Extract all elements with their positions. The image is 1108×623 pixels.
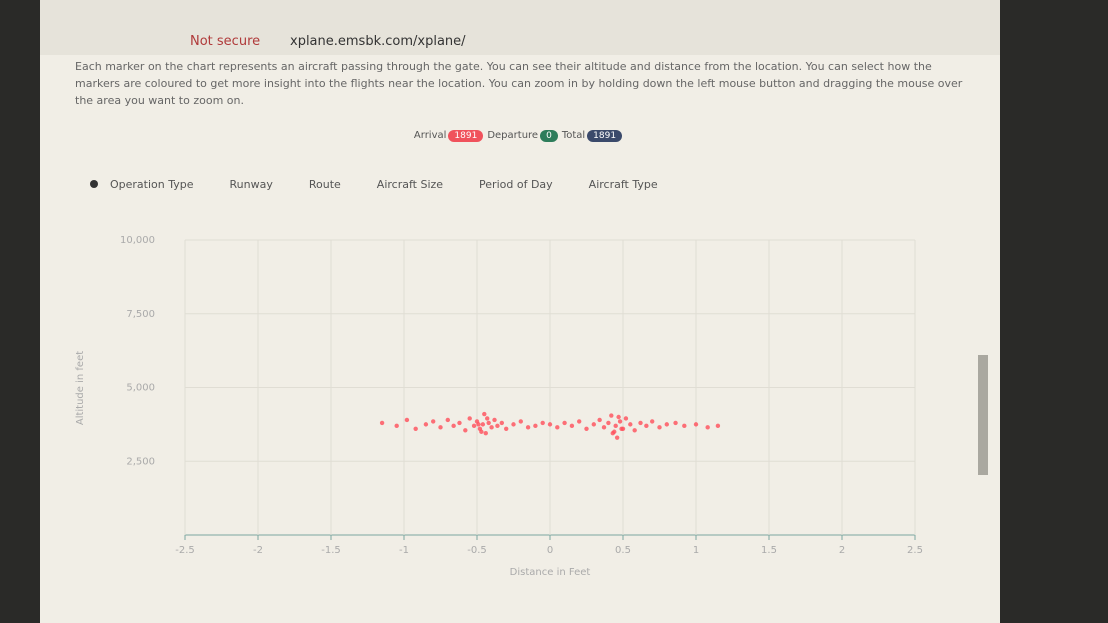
point bbox=[457, 421, 461, 425]
point bbox=[618, 419, 622, 423]
point bbox=[705, 425, 709, 429]
x-tick-label: 1 bbox=[693, 545, 699, 556]
point bbox=[479, 430, 483, 434]
point bbox=[533, 424, 537, 428]
point bbox=[616, 415, 620, 419]
point bbox=[413, 427, 417, 431]
point bbox=[694, 422, 698, 426]
point bbox=[519, 419, 523, 423]
point bbox=[405, 418, 409, 422]
point bbox=[476, 422, 480, 426]
point bbox=[492, 418, 496, 422]
point bbox=[486, 421, 490, 425]
count-badge: 1891 bbox=[448, 130, 483, 142]
point bbox=[624, 416, 628, 420]
y-axis-title: Altitude in feet bbox=[75, 351, 86, 425]
point bbox=[650, 419, 654, 423]
point bbox=[472, 424, 476, 428]
point bbox=[619, 427, 623, 431]
point bbox=[609, 413, 613, 417]
point bbox=[665, 422, 669, 426]
point bbox=[511, 422, 515, 426]
point bbox=[682, 424, 686, 428]
x-tick-label: 0.5 bbox=[615, 545, 631, 556]
x-tick-label: 0 bbox=[547, 545, 553, 556]
description: Each marker on the chart represents an a… bbox=[75, 58, 975, 109]
y-tick-label: 5,000 bbox=[126, 383, 155, 394]
point bbox=[548, 422, 552, 426]
tabs: Operation Type Runway Route Aircraft Size Pe… bbox=[90, 178, 694, 191]
point bbox=[485, 416, 489, 420]
point bbox=[468, 416, 472, 420]
count-label: Departure bbox=[487, 130, 538, 141]
point bbox=[592, 422, 596, 426]
count-badge: 0 bbox=[540, 130, 558, 142]
point bbox=[577, 419, 581, 423]
y-tick-label: 10,000 bbox=[120, 235, 155, 246]
x-tick-label: -2.5 bbox=[175, 545, 195, 556]
x-tick-label: 2 bbox=[839, 545, 845, 556]
x-tick-label: 2.5 bbox=[907, 545, 923, 556]
point bbox=[673, 421, 677, 425]
x-axis-title: Distance in Feet bbox=[510, 567, 591, 578]
point bbox=[504, 427, 508, 431]
point bbox=[597, 418, 601, 422]
point bbox=[602, 425, 606, 429]
point bbox=[463, 428, 467, 432]
point bbox=[606, 421, 610, 425]
point bbox=[628, 422, 632, 426]
point bbox=[541, 421, 545, 425]
point bbox=[615, 435, 619, 439]
point bbox=[611, 431, 615, 435]
point bbox=[446, 418, 450, 422]
tab[interactable]: Route bbox=[309, 178, 341, 191]
point bbox=[638, 421, 642, 425]
count-badge: 1891 bbox=[587, 130, 622, 142]
point bbox=[451, 424, 455, 428]
x-tick-label: -0.5 bbox=[467, 545, 487, 556]
x-tick-label: -1 bbox=[399, 545, 409, 556]
security-label: Not secure bbox=[190, 34, 260, 49]
page: Not secure xplane.emsbk.com/xplane/ Each… bbox=[0, 0, 1108, 623]
point bbox=[482, 412, 486, 416]
point bbox=[500, 421, 504, 425]
url[interactable]: xplane.emsbk.com/xplane/ bbox=[290, 34, 466, 49]
tab[interactable]: Period of Day bbox=[479, 178, 553, 191]
point bbox=[484, 431, 488, 435]
point bbox=[584, 427, 588, 431]
point bbox=[526, 425, 530, 429]
x-tick-label: 1.5 bbox=[761, 545, 777, 556]
point bbox=[395, 424, 399, 428]
point bbox=[438, 425, 442, 429]
point bbox=[555, 425, 559, 429]
browser-bar: Not secure xplane.emsbk.com/xplane/ bbox=[40, 0, 1000, 55]
point bbox=[481, 422, 485, 426]
point bbox=[716, 424, 720, 428]
x-tick-label: -1.5 bbox=[321, 545, 341, 556]
y-tick-label: 2,500 bbox=[126, 456, 155, 467]
point bbox=[380, 421, 384, 425]
point bbox=[644, 424, 648, 428]
chart: Altitude in feet Distance in Feet 2,500 5… bbox=[60, 220, 990, 590]
count-label: Arrival bbox=[414, 130, 447, 141]
tab[interactable]: Operation Type bbox=[110, 178, 194, 191]
point bbox=[424, 422, 428, 426]
point bbox=[489, 425, 493, 429]
point bbox=[495, 424, 499, 428]
tab[interactable]: Aircraft Size bbox=[377, 178, 443, 191]
point bbox=[562, 421, 566, 425]
point bbox=[614, 424, 618, 428]
tab[interactable]: Runway bbox=[230, 178, 273, 191]
tab[interactable]: Aircraft Type bbox=[589, 178, 658, 191]
point bbox=[570, 424, 574, 428]
point bbox=[431, 419, 435, 423]
y-tick-label: 7,500 bbox=[126, 309, 155, 320]
count-label: Total bbox=[562, 130, 585, 141]
radio bbox=[90, 180, 98, 188]
point bbox=[657, 425, 661, 429]
x-tick-label: -2 bbox=[253, 545, 263, 556]
point bbox=[632, 428, 636, 432]
